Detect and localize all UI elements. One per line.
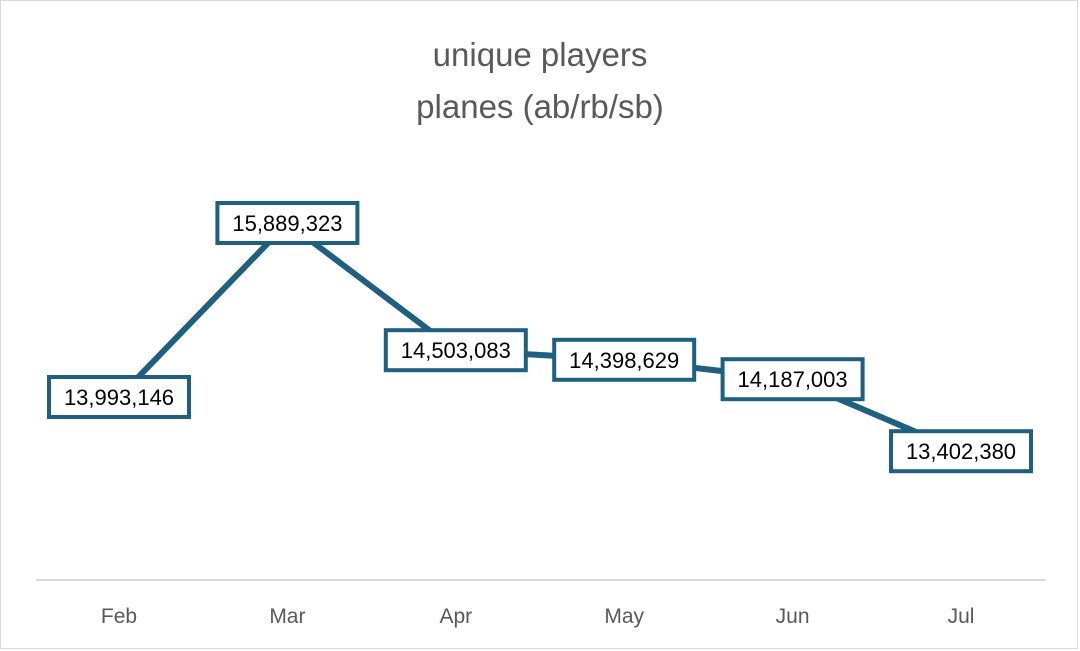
data-point-marker — [47, 375, 191, 419]
x-tick-label: May — [604, 605, 644, 628]
data-label-text: 14,503,083 — [401, 338, 511, 363]
data-label-text: 13,402,380 — [906, 439, 1016, 464]
x-tick-label: Apr — [439, 605, 472, 628]
chart-title: unique players — [432, 36, 648, 73]
x-tick-label: Jun — [776, 605, 810, 628]
data-label: 14,503,083 — [383, 328, 528, 373]
x-tick-label: Jul — [948, 605, 975, 628]
data-label: 13,993,146 — [47, 375, 191, 419]
data-label: 13,402,380 — [889, 429, 1033, 474]
data-label: 14,398,629 — [552, 337, 697, 382]
data-label-text: 13,993,146 — [64, 385, 174, 410]
data-point-marker — [720, 357, 865, 402]
data-point-marker — [889, 429, 1033, 474]
series-layer — [116, 220, 963, 454]
data-label-text: 14,187,003 — [738, 367, 848, 392]
x-tick-label: Mar — [269, 605, 305, 628]
series-line — [116, 220, 963, 454]
data-labels-layer: 13,993,146 15,889,323 14,503,083 14,398,629… — [47, 201, 1033, 474]
x-tick-labels: Feb Mar Apr May Jun Jul — [101, 605, 975, 628]
x-tick-label: Feb — [101, 605, 137, 628]
chart-title-block: unique players planes (ab/rb/sb) — [1, 29, 1079, 133]
data-point-marker — [552, 337, 697, 382]
data-point-marker — [383, 328, 528, 373]
data-label-text: 14,398,629 — [569, 348, 679, 373]
chart-subtitle: planes (ab/rb/sb) — [416, 88, 664, 125]
data-label: 14,187,003 — [720, 357, 865, 402]
data-point-marker — [215, 201, 360, 245]
data-label: 15,889,323 — [215, 201, 360, 245]
data-label-text: 15,889,323 — [232, 211, 342, 236]
